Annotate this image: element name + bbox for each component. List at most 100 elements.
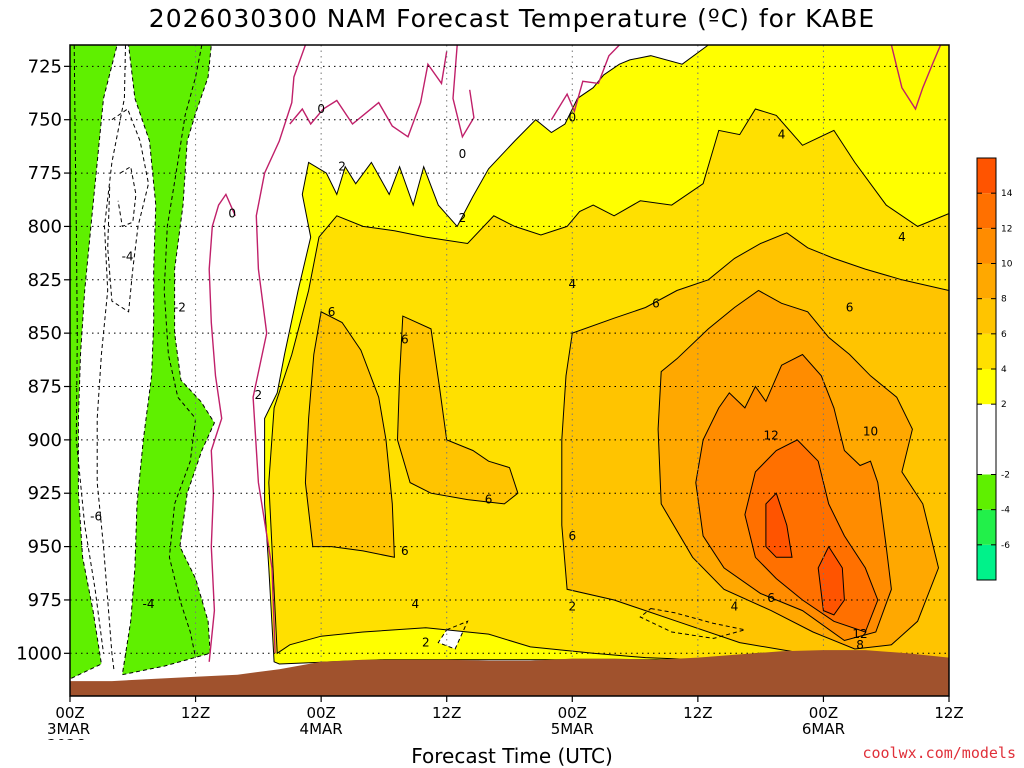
x-axis-label: Forecast Time (UTC) [411, 744, 613, 768]
colorbar-label-2: 2 [1001, 400, 1007, 410]
colorbar-label-14: 14 [1001, 189, 1013, 199]
colorbar-label-10: 10 [1001, 260, 1013, 270]
contour-label-22: 8 [856, 638, 864, 652]
temp-region-7 [397, 316, 518, 504]
contour-label-26: -4 [122, 249, 134, 263]
temp-region-12 [765, 493, 792, 558]
zero-isotherm-4 [550, 45, 620, 121]
contour-outline-4 [437, 620, 469, 650]
contour-label-23: 10 [863, 424, 878, 438]
colorbar-band-6 [977, 298, 996, 334]
y-tick-label-950: 950 [28, 537, 62, 558]
zero-isotherm-2 [289, 51, 448, 138]
contour-label-2: 0 [459, 147, 467, 161]
colorbar-label-12: 12 [1001, 224, 1012, 234]
colorbar-label-6: 6 [1001, 330, 1007, 340]
contour-label-20: 6 [401, 544, 409, 558]
contour-label-16: 6 [652, 296, 660, 310]
contour-outline-12 [765, 492, 793, 558]
plot-frame [69, 44, 950, 697]
contour-label-12: 4 [412, 597, 420, 611]
colorbar-label-4: 4 [1001, 365, 1007, 375]
contour-label-1: 0 [568, 111, 576, 125]
contour-outline-6 [304, 311, 395, 558]
y-tick-label-750: 750 [28, 110, 62, 131]
contour-label-9: 4 [778, 128, 786, 142]
zero-isotherm-0 [252, 45, 307, 654]
contour-outline-7 [396, 315, 519, 505]
y-tick-label-1000: 1000 [16, 643, 62, 664]
temp-region-13 [818, 546, 845, 615]
x-tick-label-12-0: 12Z [181, 704, 210, 722]
y-tick-label-900: 900 [28, 430, 62, 451]
x-tick-label-24-1: 4MAR [300, 720, 343, 738]
contour-label-11: 4 [568, 277, 576, 291]
contour-outline-13 [817, 545, 845, 616]
contour-label-5: 2 [459, 211, 467, 225]
temperature-fill-layer [70, 45, 949, 679]
contour-outline-3 [639, 607, 746, 639]
contour-label-8: 2 [422, 636, 430, 650]
colorbar-band-9 [977, 193, 996, 229]
contour-label-25: 12 [852, 627, 867, 641]
terrain [70, 650, 949, 696]
temp-region-0 [70, 45, 118, 679]
contour-label-18: 6 [485, 493, 493, 507]
contour-outline-0 [70, 45, 118, 680]
contour-label-14: 6 [328, 305, 336, 319]
temp-region-11 [744, 439, 878, 632]
colorbar-band-8 [977, 228, 996, 264]
x-axis: 00Z3MAR202612Z00Z4MAR12Z00Z5MAR12Z00Z6MA… [47, 696, 964, 740]
x-tick-label-72-1: 6MAR [802, 720, 845, 738]
zero-isotherm-3 [452, 45, 475, 139]
grid-layer [70, 45, 949, 696]
contour-label-10: 4 [898, 230, 906, 244]
colorbar: 14 12 10 8 6 4 2 -2 -4 -6 [976, 157, 1013, 581]
zero-isotherm-1 [208, 192, 236, 662]
contour-label-4: 2 [338, 160, 346, 174]
contour-label-24: 12 [763, 429, 778, 443]
neg-contour-6 [73, 45, 104, 654]
colorbar-label--6: -6 [1001, 541, 1010, 551]
x-tick-label-0-0: 00Z [55, 704, 84, 722]
contour-label-7: 2 [568, 599, 576, 613]
credit-link[interactable]: coolwx.com/models [862, 744, 1016, 762]
colorbar-band-7 [977, 263, 996, 299]
colorbar-band-0 [977, 544, 996, 580]
colorbar-band-4 [977, 369, 996, 405]
colorbar-label--2: -2 [1001, 471, 1010, 481]
contour-outline-11 [744, 439, 879, 633]
y-tick-label-825: 825 [28, 270, 62, 291]
y-tick-label-850: 850 [28, 323, 62, 344]
colorbar-band-3 [977, 404, 996, 475]
contour-outline-9 [657, 289, 940, 650]
contour-label-17: 6 [846, 301, 854, 315]
zero-isotherm-5 [890, 45, 942, 111]
x-tick-label-48-1: 5MAR [551, 720, 594, 738]
y-tick-label-725: 725 [28, 56, 62, 77]
y-tick-label-875: 875 [28, 377, 62, 398]
y-tick-label-925: 925 [28, 483, 62, 504]
contour-label-0: 0 [317, 102, 325, 116]
contour-label-29: -4 [142, 597, 154, 611]
chart-canvas: 0 0 0 0 2 2 2 2 2 4 4 4 4 4 6 6 6 6 6 6 6 6 8 10 12 12 -4 -2 -6 -4 72… [16, 44, 1013, 740]
neg-contour-8 [163, 45, 203, 658]
contour-outline-10 [695, 353, 892, 642]
colorbar-label-8: 8 [1001, 295, 1007, 305]
y-axis: 725 750 775 800 825 850 875 900 925 950 975 1000 [16, 56, 70, 664]
x-tick-label-84-0: 12Z [934, 704, 963, 722]
neg-contour-9 [107, 108, 150, 313]
contour-label-6: 2 [255, 388, 263, 402]
neg-contour-7 [96, 45, 126, 671]
y-tick-label-800: 800 [28, 216, 62, 237]
contour-label-layer: 0 0 0 0 2 2 2 2 2 4 4 4 4 4 6 6 6 6 6 6 6 6 8 10 12 12 -4 -2 -6 -4 [90, 102, 906, 652]
contour-label-13: 4 [731, 599, 739, 613]
contour-outline-5 [268, 108, 949, 671]
x-tick-label-24-0: 00Z [306, 704, 335, 722]
x-tick-label-0-1: 3MAR [47, 720, 90, 738]
y-tick-label-975: 975 [28, 590, 62, 611]
y-tick-label-775: 775 [28, 163, 62, 184]
colorbar-band-1 [977, 509, 996, 545]
contour-label-27: -2 [174, 301, 186, 315]
colorbar-band-5 [977, 333, 996, 369]
